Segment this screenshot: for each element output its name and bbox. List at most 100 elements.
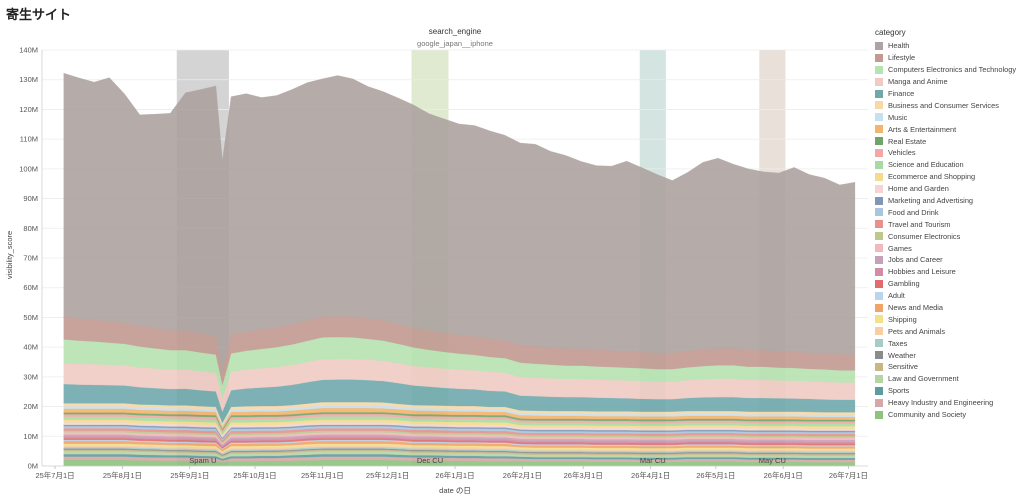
x-axis: 25年7月1日 25年8月1日 25年9月1日 25年10月1日 25年11月1日 25年… (35, 465, 868, 480)
x-tick-11: 26年6月1日 (764, 470, 803, 480)
legend-swatch (875, 53, 883, 62)
x-tick-12: 26年7月1日 (829, 470, 868, 480)
legend-item-real-estate[interactable]: Real Estate (875, 135, 1023, 147)
legend-item-consumer-electronics[interactable]: Consumer Electronics (875, 230, 1023, 242)
y-tick-14: 140M (19, 46, 38, 55)
legend-item-shipping[interactable]: Shipping (875, 313, 1023, 325)
y-tick-5: 50M (23, 313, 38, 322)
legend-label: Travel and Tourism (888, 219, 951, 229)
legend-item-adult[interactable]: Adult (875, 290, 1023, 302)
chart-header: search_engine (429, 27, 482, 36)
annotation-label-2: Mar CU (640, 456, 666, 465)
stacked-area-chart: Spam U Dec CU Mar CU May CU 0M 10M 20M 30M 40M 5… (5, 27, 868, 495)
legend-swatch (875, 41, 883, 50)
x-tick-10: 26年5月1日 (696, 470, 735, 480)
legend-item-news-and-media[interactable]: News and Media (875, 302, 1023, 314)
legend-swatch (875, 351, 883, 360)
legend-label: Sensitive (888, 362, 918, 372)
legend-item-sensitive[interactable]: Sensitive (875, 361, 1023, 373)
x-tick-0: 25年7月1日 (35, 470, 74, 480)
legend-swatch (875, 279, 883, 288)
legend-label: Heavy Industry and Engineering (888, 398, 994, 408)
legend-swatch (875, 362, 883, 371)
legend-label: Ecommerce and Shopping (888, 172, 976, 182)
legend-item-health[interactable]: Health (875, 40, 1023, 52)
legend-item-music[interactable]: Music (875, 111, 1023, 123)
x-tick-3: 25年10月1日 (233, 470, 276, 480)
legend-label: Manga and Anime (888, 77, 948, 87)
legend-item-home-and-garden[interactable]: Home and Garden (875, 183, 1023, 195)
legend-swatch (875, 339, 883, 348)
y-tick-1: 10M (23, 432, 38, 441)
y-axis-label: visibility_score (5, 231, 14, 279)
legend-label: Finance (888, 89, 915, 98)
legend-item-science-and-education[interactable]: Science and Education (875, 159, 1023, 171)
legend-item-sports[interactable]: Sports (875, 385, 1023, 397)
legend-item-ecommerce-and-shopping[interactable]: Ecommerce and Shopping (875, 171, 1023, 183)
legend-item-manga-and-anime[interactable]: Manga and Anime (875, 76, 1023, 88)
legend-item-weather[interactable]: Weather (875, 349, 1023, 361)
x-tick-1: 25年8月1日 (103, 470, 142, 480)
legend-item-finance[interactable]: Finance (875, 88, 1023, 100)
legend-swatch (875, 398, 883, 407)
legend-label: Community and Society (888, 410, 967, 420)
legend-swatch (875, 291, 883, 300)
legend-label: Science and Education (888, 160, 964, 170)
y-tick-10: 100M (19, 164, 38, 173)
legend-item-pets-and-animals[interactable]: Pets and Animals (875, 325, 1023, 337)
legend-item-community-and-society[interactable]: Community and Society (875, 409, 1023, 421)
legend-swatch (875, 327, 883, 336)
legend-swatch (875, 196, 883, 205)
legend-swatch (875, 255, 883, 264)
legend-swatch (875, 89, 883, 98)
legend-item-food-and-drink[interactable]: Food and Drink (875, 206, 1023, 218)
x-axis-label: date の日 (439, 486, 471, 495)
area-series-health (63, 72, 856, 372)
legend-swatch (875, 125, 883, 134)
legend-label: Consumer Electronics (888, 231, 961, 241)
annotation-label-3: May CU (759, 456, 786, 465)
legend-label: Music (888, 112, 908, 122)
legend-item-marketing-and-advertising[interactable]: Marketing and Advertising (875, 195, 1023, 207)
legend-title: category (875, 28, 906, 37)
legend-label: Adult (888, 291, 905, 301)
legend-label: Business and Consumer Services (888, 100, 999, 110)
legend-item-gambling[interactable]: Gambling (875, 278, 1023, 290)
legend-item-arts-entertainment[interactable]: Arts & Entertainment (875, 123, 1023, 135)
legend-swatch (875, 220, 883, 229)
annotation-label-0: Spam U (189, 456, 216, 465)
y-tick-0: 0M (28, 462, 38, 471)
y-tick-9: 90M (23, 194, 38, 203)
legend-label: Arts & Entertainment (888, 124, 957, 134)
legend-label: Vehicles (888, 148, 916, 158)
legend-label: Weather (888, 350, 916, 360)
legend-item-computers-electronics-and-technology[interactable]: Computers Electronics and Technology (875, 64, 1023, 76)
y-axis: 0M 10M 20M 30M 40M 50M 60M 70M 80M 90M 100M 110M 120… (19, 46, 43, 471)
legend-item-hobbies-and-leisure[interactable]: Hobbies and Leisure (875, 266, 1023, 278)
legend-swatch (875, 148, 883, 157)
legend-label: Gambling (888, 279, 920, 289)
legend-swatch (875, 137, 883, 146)
legend-item-taxes[interactable]: Taxes (875, 337, 1023, 349)
legend-item-lifestyle[interactable]: Lifestyle (875, 52, 1023, 64)
legend-item-business-and-consumer-services[interactable]: Business and Consumer Services (875, 99, 1023, 111)
y-tick-6: 60M (23, 283, 38, 292)
y-tick-11: 110M (20, 135, 38, 144)
legend-label: Sports (888, 386, 910, 396)
legend: category Health Lifestyle Computers Electr… (875, 28, 1023, 421)
legend-swatch (875, 303, 883, 312)
annotation-label-1: Dec CU (417, 456, 443, 465)
legend-swatch (875, 77, 883, 86)
annotation-labels: Spam U Dec CU Mar CU May CU (189, 456, 786, 465)
y-tick-13: 130M (19, 75, 38, 84)
legend-label: Computers Electronics and Technology (888, 65, 1017, 75)
x-tick-7: 26年2月1日 (503, 470, 542, 480)
legend-item-vehicles[interactable]: Vehicles (875, 147, 1023, 159)
legend-item-games[interactable]: Games (875, 242, 1023, 254)
legend-item-jobs-and-career[interactable]: Jobs and Career (875, 254, 1023, 266)
legend-item-law-and-government[interactable]: Law and Government (875, 373, 1023, 385)
legend-swatch (875, 315, 883, 324)
legend-item-heavy-industry-and-engineering[interactable]: Heavy Industry and Engineering (875, 397, 1023, 409)
y-tick-8: 80M (23, 224, 38, 233)
legend-item-travel-and-tourism[interactable]: Travel and Tourism (875, 218, 1023, 230)
